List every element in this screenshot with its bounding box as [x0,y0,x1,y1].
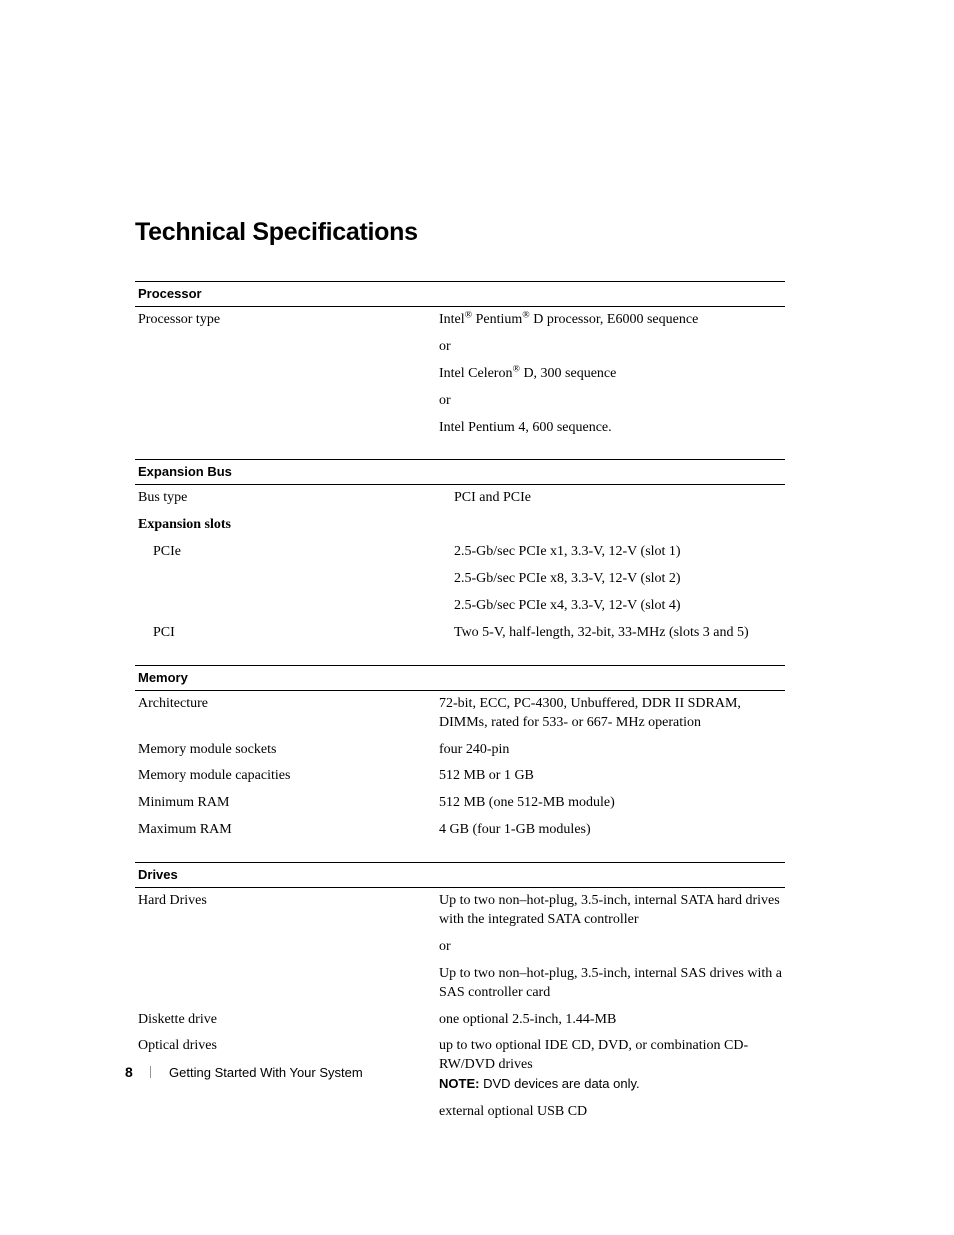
table-row: Intel Celeron® D, 300 sequence [135,361,785,388]
bus-type-label: Bus type [135,485,451,512]
processor-type-label: Processor type [135,307,436,334]
mem-cap-value: 512 MB or 1 GB [436,763,785,790]
drives-table: Drives Hard Drives Up to two non–hot-plu… [135,862,785,1126]
diskette-label: Diskette drive [135,1007,436,1034]
processor-type-value-1: Intel® Pentium® D processor, E6000 seque… [436,307,785,334]
page: Technical Specifications Processor Proce… [0,0,954,1235]
pcie-value-3: 2.5-Gb/sec PCIe x4, 3.3-V, 12-V (slot 4) [451,593,785,620]
mem-sockets-value: four 240-pin [436,737,785,764]
drives-header: Drives [135,863,785,888]
expansion-header: Expansion Bus [135,460,785,485]
footer-section-title: Getting Started With Your System [169,1065,363,1080]
table-row: or [135,388,785,415]
mem-cap-label: Memory module capacities [135,763,436,790]
hd-value-1: Up to two non–hot-plug, 3.5-inch, intern… [436,888,785,934]
table-row: PCIe 2.5-Gb/sec PCIe x1, 3.3-V, 12-V (sl… [135,539,785,566]
page-number: 8 [125,1064,133,1080]
mem-arch-value: 72-bit, ECC, PC-4300, Unbuffered, DDR II… [436,690,785,736]
mem-sockets-label: Memory module sockets [135,737,436,764]
table-row: Intel Pentium 4, 600 sequence. [135,415,785,442]
hd-or: or [436,934,785,961]
processor-header-row: Processor [135,282,785,307]
processor-or-1: or [436,334,785,361]
table-row: Architecture 72-bit, ECC, PC-4300, Unbuf… [135,690,785,736]
page-title: Technical Specifications [135,218,785,247]
processor-type-value-2: Intel Celeron® D, 300 sequence [436,361,785,388]
pcie-label: PCIe [135,539,451,566]
processor-type-value-3: Intel Pentium 4, 600 sequence. [436,415,785,442]
mem-max-value: 4 GB (four 1-GB modules) [436,817,785,844]
mem-arch-label: Architecture [135,690,436,736]
expansion-table: Expansion Bus Bus type PCI and PCIe Expa… [135,459,785,646]
table-row: Up to two non–hot-plug, 3.5-inch, intern… [135,961,785,1007]
expansion-header-row: Expansion Bus [135,460,785,485]
pci-label: PCI [135,620,451,647]
optical-value-1: up to two optional IDE CD, DVD, or combi… [436,1033,785,1099]
content-area: Technical Specifications Processor Proce… [135,218,785,1144]
note-text: DVD devices are data only. [483,1076,640,1091]
mem-max-label: Maximum RAM [135,817,436,844]
table-row: Hard Drives Up to two non–hot-plug, 3.5-… [135,888,785,934]
note-label: NOTE: [439,1076,483,1091]
table-row: Processor type Intel® Pentium® D process… [135,307,785,334]
pci-value: Two 5-V, half-length, 32-bit, 33-MHz (sl… [451,620,785,647]
memory-table: Memory Architecture 72-bit, ECC, PC-4300… [135,665,785,844]
table-row: PCI Two 5-V, half-length, 32-bit, 33-MHz… [135,620,785,647]
processor-table: Processor Processor type Intel® Pentium®… [135,281,785,441]
hd-label: Hard Drives [135,888,436,934]
memory-header: Memory [135,665,785,690]
mem-min-label: Minimum RAM [135,790,436,817]
pcie-value-2: 2.5-Gb/sec PCIe x8, 3.3-V, 12-V (slot 2) [451,566,785,593]
memory-header-row: Memory [135,665,785,690]
pcie-value-1: 2.5-Gb/sec PCIe x1, 3.3-V, 12-V (slot 1) [451,539,785,566]
mem-min-value: 512 MB (one 512-MB module) [436,790,785,817]
bus-type-value: PCI and PCIe [451,485,785,512]
processor-header: Processor [135,282,785,307]
page-footer: 8 Getting Started With Your System [125,1064,363,1080]
table-row: Diskette drive one optional 2.5-inch, 1.… [135,1007,785,1034]
drives-header-row: Drives [135,863,785,888]
table-row: 2.5-Gb/sec PCIe x4, 3.3-V, 12-V (slot 4) [135,593,785,620]
diskette-value: one optional 2.5-inch, 1.44-MB [436,1007,785,1034]
table-row: 2.5-Gb/sec PCIe x8, 3.3-V, 12-V (slot 2) [135,566,785,593]
table-row: Memory module capacities 512 MB or 1 GB [135,763,785,790]
table-row: or [135,934,785,961]
optical-value-2: external optional USB CD [436,1099,785,1126]
table-row: external optional USB CD [135,1099,785,1126]
table-row: Maximum RAM 4 GB (four 1-GB modules) [135,817,785,844]
table-row: or [135,334,785,361]
hd-value-2: Up to two non–hot-plug, 3.5-inch, intern… [436,961,785,1007]
table-row: Minimum RAM 512 MB (one 512-MB module) [135,790,785,817]
table-row: Bus type PCI and PCIe [135,485,785,512]
table-row: Expansion slots [135,512,785,539]
expansion-slots-label: Expansion slots [135,512,451,539]
processor-or-2: or [436,388,785,415]
footer-divider [150,1066,151,1078]
table-row: Memory module sockets four 240-pin [135,737,785,764]
